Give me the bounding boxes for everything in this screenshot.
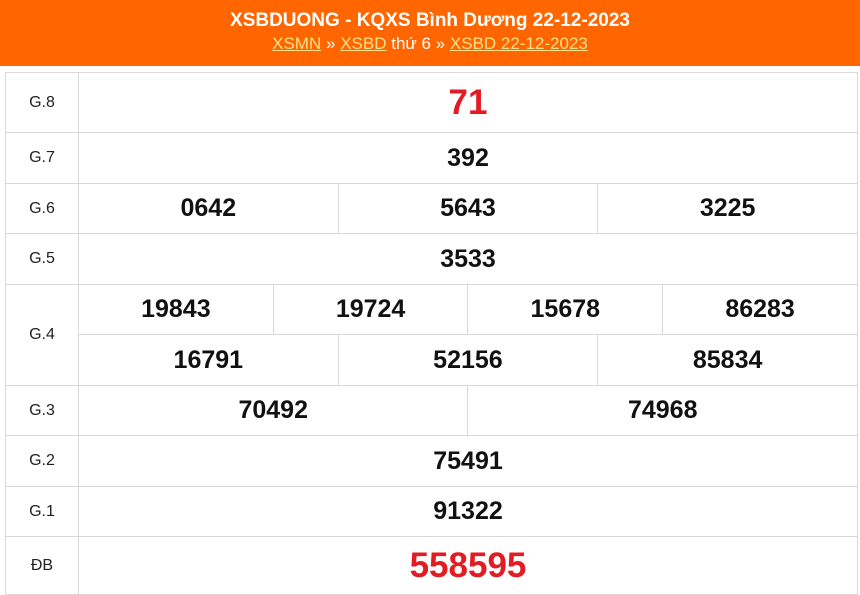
breadcrumb-xsbd-date[interactable]: XSBD 22-12-2023 [449,34,588,53]
prize-number: 5643 [337,183,599,234]
prize-label: G.1 [5,486,79,537]
prize-number: 86283 [662,284,858,335]
prize-number: 19843 [78,284,274,335]
prize-number: 0642 [78,183,339,234]
prize-label: G.3 [5,385,79,436]
special-prize-number: 558595 [78,536,858,595]
prize-number: 19724 [272,284,469,335]
prize-number: 70492 [77,385,469,436]
results-table: G.8 71 G.7 392 G.6 0642 5643 3225 G.5 35… [5,72,858,595]
prize-label: G.5 [5,233,79,285]
breadcrumb: XSMN » XSBD thứ 6 » XSBD 22-12-2023 [0,33,860,55]
breadcrumb-day: thứ 6 » [391,34,446,53]
row-g1: G.1 91322 [5,486,858,537]
prize-number: 16791 [78,334,339,386]
row-g5: G.5 3533 [5,233,858,285]
prize-number: 91322 [78,486,858,537]
prize-label: G.6 [5,183,79,234]
prize-number: 71 [78,72,858,133]
prize-number: 75491 [78,435,858,487]
prize-label: G.8 [5,72,79,133]
prize-number: 392 [78,132,858,184]
prize-label: ĐB [5,536,79,595]
row-g6: G.6 0642 5643 3225 [5,183,858,234]
row-g8: G.8 71 [5,72,858,133]
row-g2: G.2 75491 [5,435,858,487]
breadcrumb-xsmn[interactable]: XSMN [272,34,322,53]
prize-number: 85834 [597,334,858,386]
breadcrumb-xsbd[interactable]: XSBD [340,34,387,53]
prize-number: 3533 [78,233,858,285]
prize-number: 74968 [467,385,858,436]
breadcrumb-separator: » [325,34,336,53]
prize-label: G.2 [5,435,79,487]
prize-label: G.4 [5,284,79,386]
row-g3: G.3 70492 74968 [5,385,858,436]
row-g4: G.4 19843 19724 15678 86283 [5,284,858,386]
row-special: ĐB 558595 [5,536,858,595]
row-g7: G.7 392 [5,132,858,184]
prize-number: 3225 [597,183,858,234]
row-g4-second: 16791 52156 85834 [6,334,858,386]
prize-label: G.7 [5,132,79,184]
prize-number: 15678 [467,284,664,335]
prize-number: 52156 [337,334,599,386]
page-header: XSBDUONG - KQXS Bình Dương 22-12-2023 XS… [0,0,860,66]
page-title: XSBDUONG - KQXS Bình Dương 22-12-2023 [230,10,630,31]
